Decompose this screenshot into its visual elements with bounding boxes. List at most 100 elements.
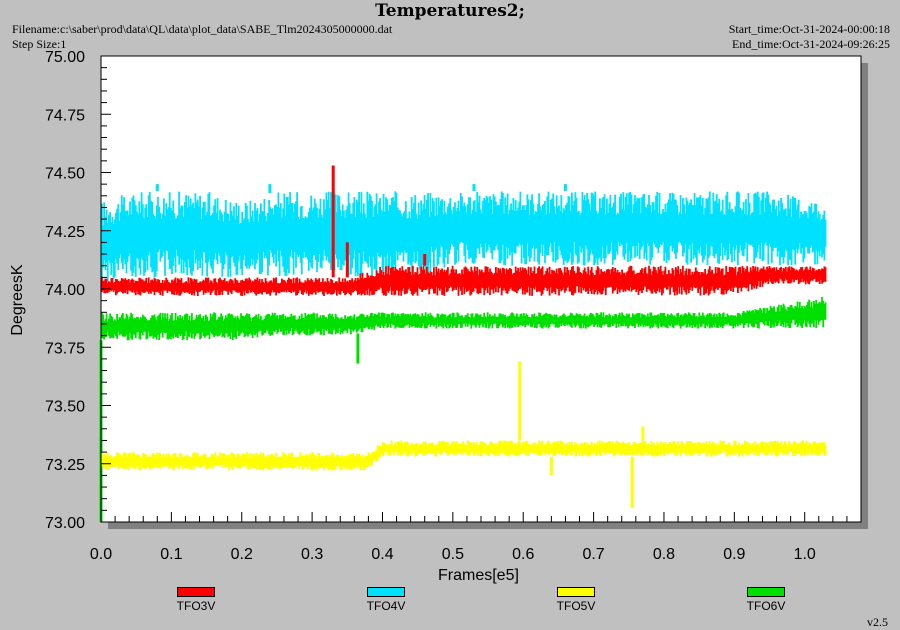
tfo4v-sample [644, 206, 647, 254]
tfo3v-sample [358, 279, 360, 295]
tfo6v-sample [260, 316, 262, 331]
tfo3v-sample [504, 274, 507, 291]
tfo3v-sample [769, 267, 772, 282]
tfo4v-sample [253, 221, 255, 261]
tfo5v-sample [186, 454, 189, 468]
tfo5v-sample [272, 455, 275, 467]
tfo6v-sample [820, 302, 822, 321]
tfo4v-sample [426, 199, 428, 266]
tfo3v-sample [126, 280, 129, 295]
tfo6v-sample [222, 320, 225, 337]
tfo5v-sample [694, 442, 697, 454]
tfo6v-sample [185, 313, 187, 332]
tfo6v-sample [387, 314, 390, 327]
tfo6v-sample [524, 316, 526, 328]
tfo3v-sample [154, 278, 157, 292]
tfo6v-sample [380, 312, 383, 325]
tfo3v-sample [320, 282, 323, 292]
tfo3v-sample [395, 269, 398, 291]
tfo3v-sample [539, 269, 542, 292]
tfo4v-sample [476, 191, 479, 249]
tfo6v-sample [177, 316, 179, 339]
tfo5v-sample [317, 453, 320, 468]
tfo6v-sample [341, 318, 344, 334]
tfo4v-sample [562, 208, 565, 265]
tfo6v-sample [610, 317, 613, 325]
tfo5v-sample [634, 441, 636, 455]
tfo5v-sample [579, 445, 581, 456]
tfo3v-sample [426, 266, 428, 290]
y-tick-label: 73.25 [45, 457, 85, 474]
tfo3v-sample [559, 268, 562, 290]
tfo3v-sample [644, 266, 647, 287]
tfo4v-sample [261, 211, 263, 273]
tfo6v-sample [491, 315, 494, 329]
tfo4v-sample [555, 195, 558, 261]
tfo5v-sample [195, 453, 198, 467]
tfo6v-sample [382, 313, 385, 329]
tfo4v-sample [355, 199, 358, 273]
tfo4v-sample [507, 214, 510, 248]
tfo5v-sample [353, 456, 356, 469]
tfo3v-sample [721, 268, 724, 295]
tfo4v-sample [388, 204, 391, 271]
tfo6v-sample [357, 316, 359, 332]
tfo3v-sample [818, 269, 821, 284]
tfo6v-sample [617, 314, 620, 327]
tfo5v-sample [642, 440, 645, 457]
tfo3v-sample [427, 272, 429, 288]
tfo4v-sample [338, 196, 341, 260]
tfo3v-sample [686, 275, 689, 290]
tfo3v-sample [503, 268, 505, 289]
tfo4v-sample [184, 202, 186, 262]
tfo6v-sample [434, 317, 436, 326]
tfo3v-sample [272, 277, 275, 293]
tfo6v-sample [797, 307, 800, 326]
tfo5v-sample [202, 454, 205, 467]
tfo6v-sample [466, 313, 469, 327]
tfo3v-sample [534, 274, 537, 287]
tfo4v-sample [299, 206, 302, 263]
tfo5v-sample [295, 456, 297, 468]
tfo4v-sample [318, 208, 321, 255]
tfo6v-sample [236, 315, 239, 332]
tfo5v-sample [480, 442, 483, 457]
tfo6v-sample [228, 313, 231, 337]
tfo5v-sample [587, 443, 590, 456]
tfo3v-sample [379, 266, 381, 287]
tfo3v-sample [610, 269, 613, 288]
tfo6v-sample [511, 312, 514, 328]
tfo5v-sample [600, 444, 602, 457]
tfo5v-sample [737, 444, 739, 454]
tfo5v-sample [311, 452, 314, 471]
tfo3v-sample [174, 277, 177, 292]
tfo6v-sample [759, 307, 761, 323]
tfo6v-sample [394, 313, 397, 329]
tfo6v-sample [372, 316, 374, 328]
tfo3v-sample [178, 279, 180, 296]
tfo6v-sample [272, 315, 275, 331]
tfo4v-sample [226, 213, 228, 256]
tfo5v-sample [258, 454, 261, 470]
tfo3v-sample [420, 266, 422, 290]
tfo5v-sample [638, 443, 641, 452]
tfo6v-spike [356, 333, 360, 364]
tfo3v-sample [600, 269, 602, 295]
tfo3v-sample [396, 270, 399, 291]
tfo3v-sample [715, 272, 718, 288]
tfo6v-sample [317, 318, 320, 332]
tfo6v-sample [320, 317, 323, 335]
tfo5v-sample [119, 455, 122, 468]
tfo5v-sample [201, 455, 204, 467]
tfo6v-sample [662, 313, 664, 326]
tfo3v-sample [364, 277, 366, 296]
tfo3v-sample [704, 269, 706, 294]
tfo6v-sample [600, 312, 602, 328]
tfo6v-sample [412, 314, 414, 326]
tfo3v-sample [776, 269, 779, 283]
tfo3v-sample [412, 265, 414, 296]
tfo6v-sample [131, 314, 134, 340]
tfo4v-sample [545, 214, 547, 256]
tfo4v-sample [781, 203, 784, 257]
tfo6v-sample [279, 314, 282, 332]
